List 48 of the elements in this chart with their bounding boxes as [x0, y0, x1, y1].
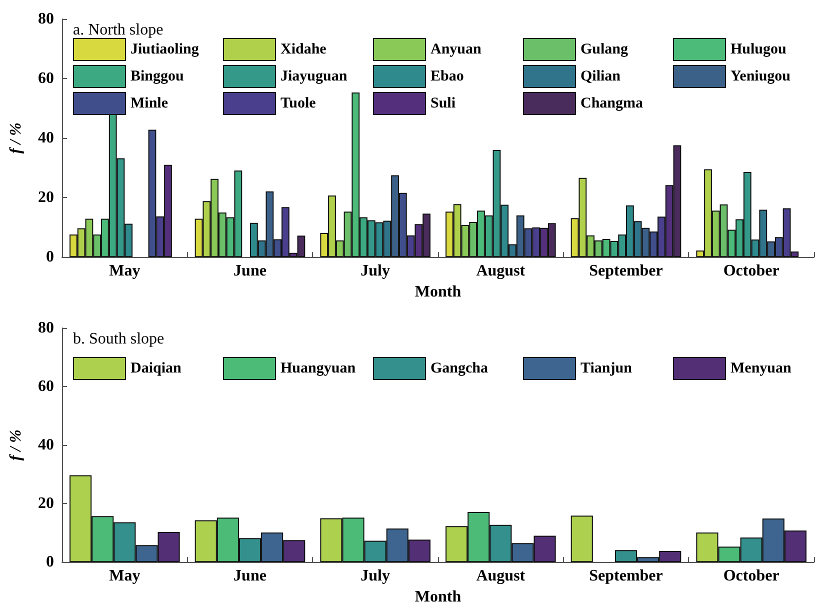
y-tick-label: 80: [38, 10, 54, 28]
legend-label: Jiayuguan: [280, 68, 348, 84]
legend-label: Changma: [580, 96, 644, 112]
x-tick-label: May: [109, 568, 140, 585]
legend-label: Xidahe: [280, 42, 327, 58]
legend-label: Gulang: [580, 42, 629, 58]
legend-label: Suli: [430, 96, 456, 112]
y-tick-label: 80: [38, 320, 54, 336]
legend-label: Ebao: [430, 68, 464, 84]
x-tick-label: October: [723, 568, 780, 585]
y-tick-label: 60: [38, 378, 54, 396]
y-tick-label: 0: [46, 554, 54, 571]
chart-title: b. South slope: [73, 330, 164, 348]
legend-label: Qilian: [580, 68, 622, 84]
x-tick-label: August: [476, 568, 526, 585]
y-tick-label: 20: [38, 495, 54, 512]
chart-title: a. North slope: [73, 22, 164, 38]
bar: [570, 516, 593, 562]
x-tick-label: July: [360, 262, 390, 280]
legend-label: Hulugou: [730, 42, 786, 58]
x-tick-label: June: [234, 262, 266, 280]
y-tick-label: 20: [38, 189, 54, 206]
legend-label: Minle: [130, 96, 168, 112]
legend-label: Yeniugou: [730, 68, 791, 84]
x-tick-label: May: [109, 262, 140, 280]
y-tick-label: 60: [38, 70, 54, 88]
y-axis-title: f / %: [8, 122, 24, 154]
legend-label: Tuole: [280, 96, 316, 112]
y-tick-label: 0: [46, 248, 54, 266]
x-tick-label: July: [360, 568, 390, 585]
y-axis-title: f / %: [8, 429, 24, 461]
legend-label: Anyuan: [430, 42, 482, 58]
x-tick-label: September: [589, 262, 663, 280]
legend-label: Gangcha: [430, 360, 489, 376]
legend-label: Daiqian: [130, 360, 182, 376]
x-axis-title: Month: [414, 284, 462, 300]
x-tick-label: June: [234, 568, 266, 585]
x-tick-label: September: [589, 568, 663, 585]
legend-label: Tianjun: [580, 360, 633, 376]
legend-label: Jiutiaoling: [130, 42, 200, 58]
y-tick-label: 40: [38, 436, 54, 454]
x-tick-label: October: [723, 262, 780, 280]
x-tick-label: August: [476, 262, 526, 280]
legend-label: Menyuan: [730, 360, 792, 376]
x-axis-title: Month: [414, 588, 462, 606]
legend-label: Huangyuan: [280, 360, 356, 376]
legend-label: Binggou: [130, 68, 184, 84]
y-tick-label: 40: [38, 130, 54, 147]
